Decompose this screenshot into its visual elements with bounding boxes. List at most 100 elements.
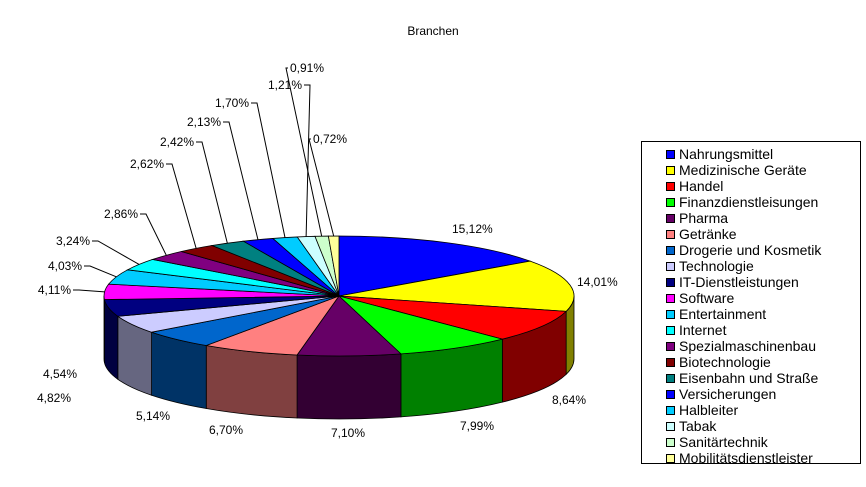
legend-label: Technologie	[679, 258, 754, 274]
data-label-2: 8,64%	[552, 393, 586, 407]
legend-label: Biotechnologie	[679, 354, 771, 370]
legend-item-10: Entertainment	[666, 306, 860, 322]
legend-swatch	[666, 373, 675, 383]
data-label-19: 0,72%	[313, 132, 347, 146]
leader-line-17	[304, 84, 311, 237]
leader-line-9	[73, 289, 105, 293]
legend-item-11: Internet	[666, 322, 860, 338]
legend-label: Pharma	[679, 210, 729, 226]
data-label-18: 0,91%	[290, 61, 324, 75]
legend-label: Internet	[679, 322, 727, 338]
leader-line-12	[140, 213, 167, 256]
slice-top-0	[338, 235, 532, 297]
legend-label: Eisenbahn und Straße	[679, 370, 819, 386]
legend-item-5: Getränke	[666, 226, 860, 242]
legend-swatch	[666, 165, 675, 175]
legend-label: Entertainment	[679, 306, 767, 322]
legend-label: IT-Dienstleistungen	[679, 274, 799, 290]
data-label-7: 4,82%	[37, 391, 71, 405]
data-label-0: 15,12%	[452, 222, 493, 236]
legend-item-9: Software	[666, 290, 860, 306]
legend-swatch	[666, 213, 675, 223]
data-label-6: 5,14%	[136, 409, 170, 423]
legend-item-12: Spezialmaschinenbau	[666, 338, 860, 354]
leader-line-14	[196, 141, 228, 244]
slice-side-5	[205, 345, 298, 419]
data-label-1: 14,01%	[577, 275, 618, 289]
legend-item-17: Tabak	[666, 418, 860, 434]
legend-label: Tabak	[679, 418, 717, 434]
data-label-8: 4,54%	[43, 367, 77, 381]
legend-label: Medizinische Geräte	[679, 162, 807, 178]
legend-label: Software	[679, 290, 735, 306]
legend-item-2: Handel	[666, 178, 860, 194]
legend-item-18: Sanitärtechnik	[666, 434, 860, 450]
slice-side-4	[296, 353, 402, 420]
data-label-15: 2,13%	[187, 115, 221, 129]
legend-label: Mobilitätsdienstleister	[679, 450, 813, 466]
data-label-13: 2,62%	[130, 157, 164, 171]
legend-item-16: Halbleiter	[666, 402, 860, 418]
legend-label: Drogerie und Kosmetik	[679, 242, 822, 258]
leader-line-15	[223, 121, 259, 240]
slice-top-4	[296, 295, 402, 357]
legend-label: Halbleiter	[679, 402, 739, 418]
legend-swatch	[666, 325, 675, 335]
legend-label: Getränke	[679, 226, 737, 242]
legend-item-19: Mobilitätsdienstleister	[666, 450, 860, 466]
legend-item-8: IT-Dienstleistungen	[666, 274, 860, 290]
legend-item-4: Pharma	[666, 210, 860, 226]
data-label-16: 1,70%	[215, 96, 249, 110]
legend-item-3: Finanzdienstleisungen	[666, 194, 860, 210]
legend-swatch	[666, 229, 675, 239]
legend-swatch	[666, 405, 675, 415]
legend-swatch	[666, 309, 675, 319]
legend-item-15: Versicherungen	[666, 386, 860, 402]
leader-line-11	[92, 240, 140, 265]
slice-top-3	[338, 295, 503, 355]
legend: Nahrungsmittel Medizinische Geräte Handel F…	[641, 141, 861, 466]
legend-item-6: Drogerie und Kosmetik	[666, 242, 860, 258]
data-label-5: 6,70%	[209, 423, 243, 437]
legend-label: Sanitärtechnik	[679, 434, 768, 450]
legend-swatch	[666, 421, 675, 431]
legend-swatch	[666, 181, 675, 191]
legend-swatch	[666, 245, 675, 255]
data-label-9: 4,11%	[38, 283, 71, 297]
data-label-10: 4,03%	[48, 259, 82, 273]
data-label-14: 2,42%	[160, 135, 194, 149]
leader-line-13	[166, 163, 197, 249]
legend-item-14: Eisenbahn und Straße	[666, 370, 860, 386]
data-label-11: 3,24%	[56, 234, 90, 248]
legend-label: Nahrungsmittel	[679, 146, 774, 162]
slice-top-1	[338, 260, 575, 312]
data-label-4: 7,10%	[331, 426, 365, 440]
legend-swatch	[666, 437, 675, 447]
data-label-3: 7,99%	[460, 419, 494, 433]
legend-label: Spezialmaschinenbau	[679, 338, 816, 354]
legend-item-1: Medizinische Geräte	[666, 162, 860, 178]
legend-swatch	[666, 341, 675, 351]
legend-label: Versicherungen	[679, 386, 777, 402]
slice-top-2	[338, 295, 568, 340]
legend-swatch	[666, 453, 675, 463]
legend-item-13: Biotechnologie	[666, 354, 860, 370]
leader-line-19	[308, 138, 335, 237]
legend-swatch	[666, 293, 675, 303]
data-label-17: 1,21%	[268, 78, 302, 92]
legend-label: Handel	[679, 178, 724, 194]
leader-line-10	[84, 265, 117, 278]
legend-item-0: Nahrungsmittel	[666, 146, 860, 162]
legend-swatch	[666, 277, 675, 287]
leader-line-18	[285, 67, 323, 237]
legend-swatch	[666, 261, 675, 271]
chart-title: Branchen	[407, 24, 459, 38]
legend-item-7: Technologie	[666, 258, 860, 274]
legend-label: Finanzdienstleisungen	[679, 194, 819, 210]
data-label-12: 2,86%	[104, 207, 138, 221]
legend-swatch	[666, 389, 675, 399]
legend-swatch	[666, 197, 675, 207]
leader-line-16	[251, 102, 286, 238]
legend-swatch	[666, 149, 675, 159]
